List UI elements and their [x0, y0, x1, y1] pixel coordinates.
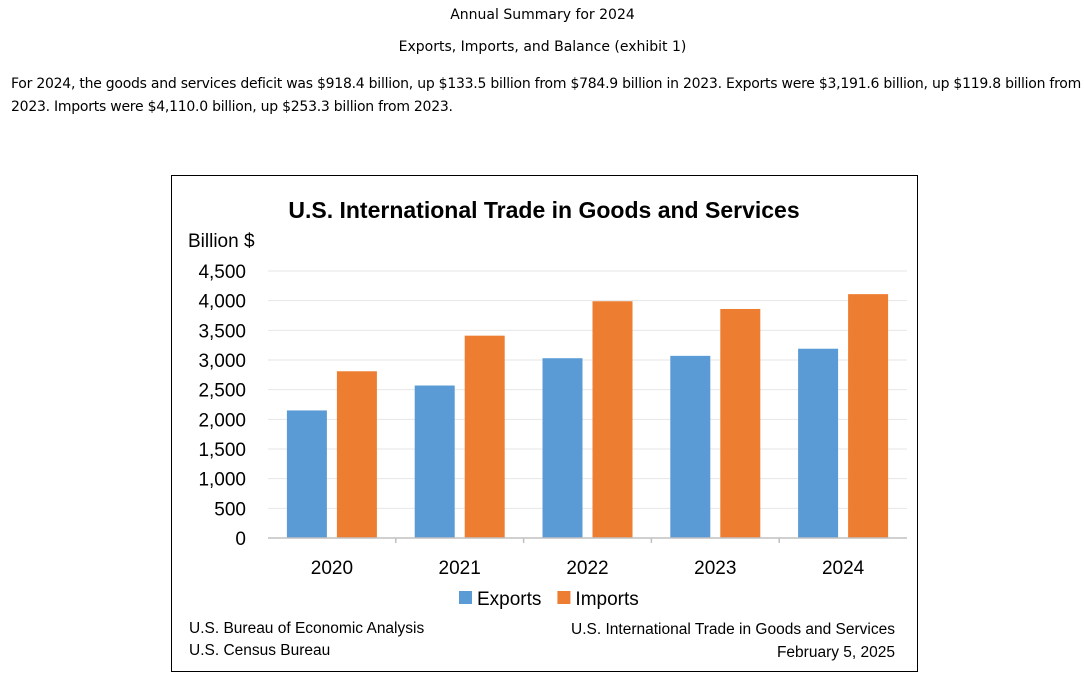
x-tick-label: 2021 — [439, 558, 481, 579]
bar-exports-2023 — [670, 355, 711, 538]
page-heading: Annual Summary for 2024 — [450, 7, 635, 23]
legend-label-exports: Exports — [477, 589, 541, 610]
legend-swatch-exports — [459, 591, 472, 604]
bar-exports-2024 — [798, 348, 839, 538]
x-axis — [268, 537, 907, 543]
y-axis-unit-label: Billion $ — [188, 231, 255, 252]
trade-chart: U.S. International Trade in Goods and Se… — [188, 197, 907, 661]
chart-title: U.S. International Trade in Goods and Se… — [288, 197, 799, 223]
footer-source-2: U.S. Census Bureau — [189, 642, 330, 659]
x-tick-label: 2022 — [566, 558, 608, 579]
bar-imports-2021 — [464, 335, 505, 538]
y-tick-label: 0 — [235, 529, 246, 550]
footer-note-1: U.S. International Trade in Goods and Se… — [571, 621, 895, 638]
y-tick-label: 4,000 — [198, 292, 246, 313]
bar-exports-2021 — [414, 385, 455, 538]
bar-exports-2022 — [542, 358, 583, 538]
page-subheading: Exports, Imports, and Balance (exhibit 1… — [398, 39, 687, 55]
x-axis-categories: 2020 2021 2022 2023 2024 — [311, 558, 865, 579]
bar-imports-2020 — [336, 371, 377, 538]
y-tick-label: 2,500 — [198, 381, 246, 402]
y-tick-label: 1,500 — [198, 440, 246, 461]
x-tick-label: 2023 — [694, 558, 736, 579]
x-tick-label: 2024 — [822, 558, 865, 579]
footer-source-1: U.S. Bureau of Economic Analysis — [189, 620, 424, 637]
summary-paragraph: For 2024, the goods and services deficit… — [11, 76, 1082, 115]
legend: Exports Imports — [459, 589, 639, 610]
y-tick-label: 4,500 — [198, 262, 246, 283]
y-tick-label: 3,500 — [198, 321, 246, 342]
y-tick-label: 3,000 — [198, 351, 246, 372]
legend-swatch-imports — [557, 591, 571, 604]
footer-note-2: February 5, 2025 — [777, 644, 895, 661]
x-tick-label: 2020 — [311, 558, 353, 579]
bar-exports-2020 — [286, 410, 327, 538]
legend-label-imports: Imports — [575, 589, 638, 610]
bars — [286, 294, 889, 538]
chart-footer: U.S. Bureau of Economic Analysis U.S. Cen… — [189, 620, 895, 661]
chart-container: U.S. International Trade in Goods and Se… — [171, 175, 918, 672]
y-tick-label: 2,000 — [198, 410, 246, 431]
y-tick-label: 1,000 — [198, 470, 246, 491]
bar-imports-2023 — [720, 308, 761, 538]
y-tick-label: 500 — [214, 499, 246, 520]
bar-imports-2022 — [592, 301, 633, 538]
y-axis-ticks: 0 500 1,000 1,500 2,000 2,500 3,000 3,500 4,000 4… — [198, 262, 246, 550]
bar-imports-2024 — [848, 294, 889, 538]
